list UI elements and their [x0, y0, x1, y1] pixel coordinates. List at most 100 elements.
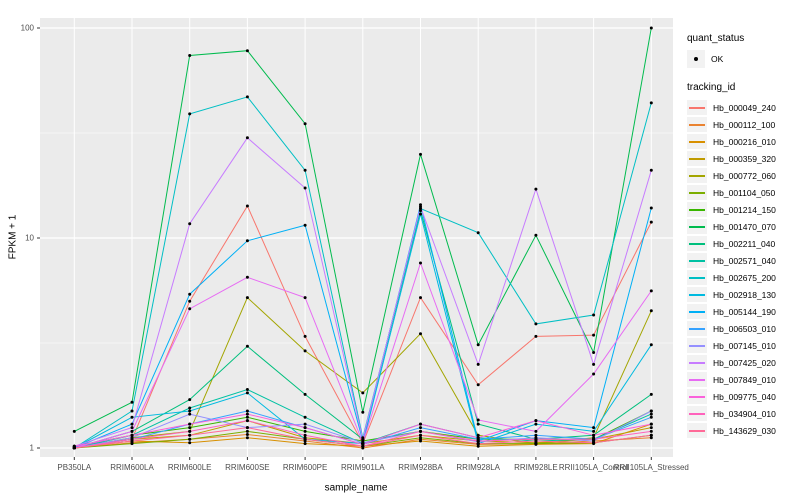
- legend-entry-Hb_009775_040: Hb_009775_040: [687, 388, 799, 405]
- line-icon: [689, 140, 705, 143]
- data-point: [303, 334, 307, 338]
- x-axis-title: sample_name: [324, 482, 388, 494]
- data-point: [188, 398, 192, 402]
- legend-entry-Hb_000216_010: Hb_000216_010: [687, 133, 799, 150]
- data-point: [419, 296, 422, 300]
- data-point: [130, 426, 134, 430]
- legend-line-swatch: [687, 270, 707, 285]
- data-point: [130, 422, 134, 426]
- x-tick-label: RRII105LA_Control: [559, 463, 629, 472]
- data-point: [245, 419, 249, 423]
- data-point: [245, 296, 249, 300]
- data-point: [592, 372, 596, 376]
- data-point: [592, 362, 596, 366]
- data-point: [419, 422, 422, 426]
- line-icon: [689, 259, 705, 262]
- x-tick-label: RRIM928LE: [514, 463, 558, 472]
- legend-entry-Hb_000112_100: Hb_000112_100: [687, 116, 799, 133]
- data-point: [303, 415, 307, 419]
- data-point: [649, 26, 653, 30]
- data-point: [130, 429, 134, 433]
- legend-entry-label: Hb_143629_030: [713, 425, 776, 436]
- data-point: [130, 433, 134, 437]
- data-point: [130, 415, 134, 419]
- legend-line-swatch: [687, 219, 707, 234]
- data-point: [188, 406, 192, 410]
- data-point: [245, 426, 249, 430]
- data-point: [419, 433, 422, 437]
- data-point: [188, 307, 192, 311]
- line-icon: [689, 157, 705, 160]
- data-point: [592, 333, 596, 337]
- data-point: [419, 261, 422, 265]
- data-point: [188, 441, 192, 445]
- legend-entry-Hb_001104_050: Hb_001104_050: [687, 184, 799, 201]
- legend-entry-label: Hb_002675_200: [713, 272, 776, 283]
- data-point: [476, 418, 480, 422]
- data-point: [592, 351, 596, 354]
- legend-key-box: [687, 50, 705, 68]
- data-point: [303, 186, 307, 190]
- data-point: [130, 409, 134, 413]
- data-point: [245, 436, 249, 440]
- data-point: [303, 426, 307, 430]
- x-tick-label: RRIM600LE: [168, 463, 212, 472]
- data-point: [188, 426, 192, 430]
- point-icon: [694, 57, 698, 61]
- data-point: [303, 433, 307, 437]
- legend-quant-item: OK: [687, 50, 799, 68]
- data-point: [534, 322, 538, 326]
- data-point: [534, 442, 538, 446]
- data-point: [592, 433, 596, 437]
- line-icon: [689, 310, 705, 313]
- data-point: [188, 409, 192, 413]
- legend-entry-label: Hb_002211_040: [713, 238, 776, 249]
- data-point: [188, 222, 192, 226]
- data-point: [72, 446, 76, 450]
- legend-entry-label: Hb_001104_050: [713, 187, 776, 198]
- data-point: [419, 152, 422, 156]
- legend-entry-label: Hb_009775_040: [713, 391, 776, 402]
- data-point: [303, 429, 307, 433]
- data-point: [534, 433, 538, 437]
- data-point: [649, 409, 653, 413]
- data-point: [592, 429, 596, 433]
- legend-entry-Hb_001214_150: Hb_001214_150: [687, 201, 799, 218]
- legend-line-swatch: [687, 389, 707, 404]
- legend-entry-label: Hb_002571_040: [713, 255, 776, 266]
- data-point: [476, 362, 480, 366]
- data-point: [130, 439, 134, 443]
- line-icon: [689, 276, 705, 279]
- legend-entry-Hb_143629_030: Hb_143629_030: [687, 422, 799, 439]
- legend-entry-label: Hb_000772_060: [713, 170, 776, 181]
- legend-entry-label: Hb_000216_010: [713, 136, 776, 147]
- y-axis-title: FPKM + 1: [7, 214, 19, 260]
- data-point: [649, 392, 653, 396]
- data-point: [303, 349, 307, 353]
- line-icon: [689, 106, 705, 109]
- data-point: [419, 439, 422, 443]
- data-point: [245, 429, 249, 433]
- legend-entry-Hb_007145_010: Hb_007145_010: [687, 337, 799, 354]
- data-point: [188, 437, 192, 441]
- data-point: [476, 231, 480, 235]
- data-point: [188, 54, 192, 57]
- legend-entry-Hb_002918_130: Hb_002918_130: [687, 286, 799, 303]
- data-point: [649, 436, 653, 440]
- line-icon: [689, 412, 705, 415]
- data-point: [303, 442, 307, 446]
- data-point: [245, 239, 249, 243]
- legend-line-swatch: [687, 185, 707, 200]
- data-point: [361, 410, 365, 414]
- legend-entry-Hb_005144_190: Hb_005144_190: [687, 303, 799, 320]
- data-point: [303, 437, 307, 441]
- data-point: [245, 415, 249, 419]
- legend-line-swatch: [687, 151, 707, 166]
- line-icon: [689, 242, 705, 245]
- legend-entry-Hb_002211_040: Hb_002211_040: [687, 235, 799, 252]
- line-icon: [689, 344, 705, 347]
- data-point: [476, 433, 480, 437]
- data-point: [303, 296, 307, 300]
- legend-line-swatch: [687, 372, 707, 387]
- legend-line-swatch: [687, 202, 707, 217]
